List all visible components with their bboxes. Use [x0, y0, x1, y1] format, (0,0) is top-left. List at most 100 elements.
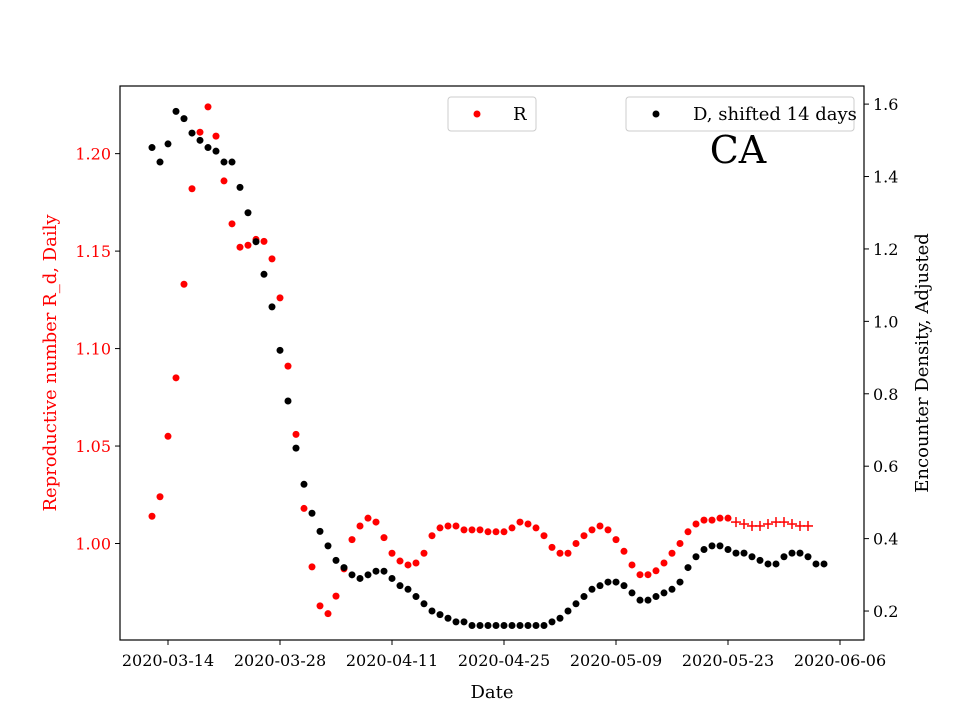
- r-point: [620, 547, 628, 555]
- r-point: [716, 514, 724, 522]
- d-point: [276, 346, 284, 354]
- r-point-plus: [763, 519, 773, 530]
- r-point: [420, 549, 428, 557]
- y-left-tick-label: 1.20: [75, 145, 111, 164]
- d-point: [540, 622, 548, 630]
- d-point: [324, 542, 332, 550]
- r-point: [428, 532, 436, 540]
- r-point: [188, 185, 196, 193]
- r-point: [164, 432, 172, 440]
- r-point-plus: [731, 517, 741, 528]
- y-right-tick-label: 1.0: [873, 312, 898, 331]
- d-point: [740, 549, 748, 557]
- d-point: [716, 542, 724, 550]
- r-point-plus: [803, 520, 813, 531]
- d-point: [364, 571, 372, 579]
- r-point: [628, 561, 636, 569]
- d-point: [492, 622, 500, 630]
- legend-r-marker: [473, 110, 481, 118]
- r-point: [492, 528, 500, 536]
- r-point: [484, 528, 492, 536]
- d-point: [708, 542, 716, 550]
- r-point: [452, 522, 460, 530]
- d-point: [732, 549, 740, 557]
- y-right-tick-label: 0.4: [873, 530, 898, 549]
- d-point: [628, 589, 636, 597]
- r-point: [300, 504, 308, 512]
- d-point: [348, 571, 356, 579]
- r-point: [372, 518, 380, 526]
- d-point: [532, 622, 540, 630]
- r-point: [444, 522, 452, 530]
- r-point: [204, 103, 212, 111]
- d-point: [668, 585, 676, 593]
- r-point: [284, 362, 292, 370]
- r-point: [316, 602, 324, 610]
- r-point: [724, 514, 732, 522]
- legend-r: R: [447, 96, 537, 132]
- r-point: [604, 526, 612, 534]
- d-point: [212, 147, 220, 155]
- r-point: [500, 528, 508, 536]
- r-point: [292, 430, 300, 438]
- d-point: [724, 545, 732, 553]
- r-point: [396, 557, 404, 565]
- r-point: [580, 532, 588, 540]
- d-point: [332, 556, 340, 564]
- r-point: [460, 526, 468, 534]
- d-point: [380, 567, 388, 575]
- d-point: [460, 618, 468, 626]
- d-point: [316, 527, 324, 535]
- r-point: [692, 520, 700, 528]
- d-point: [388, 574, 396, 582]
- r-point: [324, 610, 332, 618]
- d-point: [660, 589, 668, 597]
- d-point: [564, 607, 572, 615]
- y-right-tick-label: 0.8: [873, 385, 898, 404]
- d-point: [620, 582, 628, 590]
- x-tick-label: 2020-03-14: [122, 651, 214, 670]
- r-point: [708, 516, 716, 524]
- d-point: [764, 560, 772, 568]
- r-point: [276, 294, 284, 302]
- r-point: [236, 243, 244, 251]
- d-point: [244, 209, 252, 217]
- r-point: [508, 524, 516, 532]
- d-point: [484, 622, 492, 630]
- d-point: [252, 238, 260, 246]
- r-point: [700, 516, 708, 524]
- r-point: [468, 526, 476, 534]
- r-point: [148, 512, 156, 520]
- r-point: [348, 536, 356, 544]
- r-point: [220, 177, 228, 185]
- d-point: [612, 578, 620, 586]
- r-point: [388, 549, 396, 557]
- r-point: [332, 592, 340, 600]
- x-tick-label: 2020-03-28: [234, 651, 326, 670]
- x-tick-label: 2020-04-11: [346, 651, 438, 670]
- d-point: [700, 545, 708, 553]
- y-right-axis-label: Encounter Density, Adjusted: [912, 233, 933, 493]
- r-point: [612, 536, 620, 544]
- d-point: [796, 549, 804, 557]
- d-point: [428, 607, 436, 615]
- annotation-label: CA: [710, 128, 767, 172]
- d-point: [220, 158, 228, 166]
- d-point: [524, 622, 532, 630]
- legend-d: D, shifted 14 days: [625, 96, 857, 132]
- d-point: [436, 611, 444, 619]
- d-point: [676, 578, 684, 586]
- series-layer: [148, 103, 828, 630]
- y-right-tick-label: 0.6: [873, 457, 898, 476]
- d-point: [756, 556, 764, 564]
- d-point: [596, 582, 604, 590]
- legend-d-box: [625, 96, 855, 132]
- d-point: [260, 270, 268, 278]
- r-point-plus: [779, 517, 789, 528]
- r-point: [556, 549, 564, 557]
- legend-r-label: R: [513, 104, 527, 125]
- r-point: [196, 128, 204, 136]
- d-point: [516, 622, 524, 630]
- r-point: [684, 528, 692, 536]
